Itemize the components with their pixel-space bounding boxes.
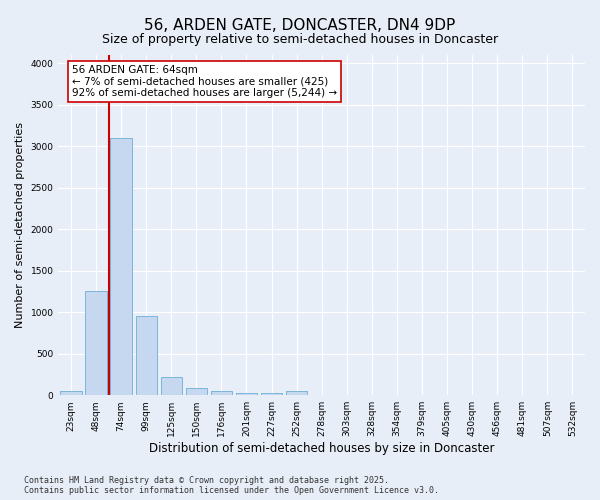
Y-axis label: Number of semi-detached properties: Number of semi-detached properties (15, 122, 25, 328)
Bar (161, 376, 182, 395)
Bar (136, 316, 157, 395)
Bar (286, 391, 307, 395)
Bar (110, 138, 132, 395)
Bar (261, 392, 282, 395)
Text: 56 ARDEN GATE: 64sqm
← 7% of semi-detached houses are smaller (425)
92% of semi-: 56 ARDEN GATE: 64sqm ← 7% of semi-detach… (72, 65, 337, 98)
Bar (85, 291, 107, 395)
Text: Contains HM Land Registry data © Crown copyright and database right 2025.
Contai: Contains HM Land Registry data © Crown c… (24, 476, 439, 495)
Bar (185, 388, 207, 395)
X-axis label: Distribution of semi-detached houses by size in Doncaster: Distribution of semi-detached houses by … (149, 442, 494, 455)
Text: 56, ARDEN GATE, DONCASTER, DN4 9DP: 56, ARDEN GATE, DONCASTER, DN4 9DP (145, 18, 455, 32)
Bar (236, 392, 257, 395)
Bar (60, 391, 82, 395)
Text: Size of property relative to semi-detached houses in Doncaster: Size of property relative to semi-detach… (102, 32, 498, 46)
Bar (211, 391, 232, 395)
